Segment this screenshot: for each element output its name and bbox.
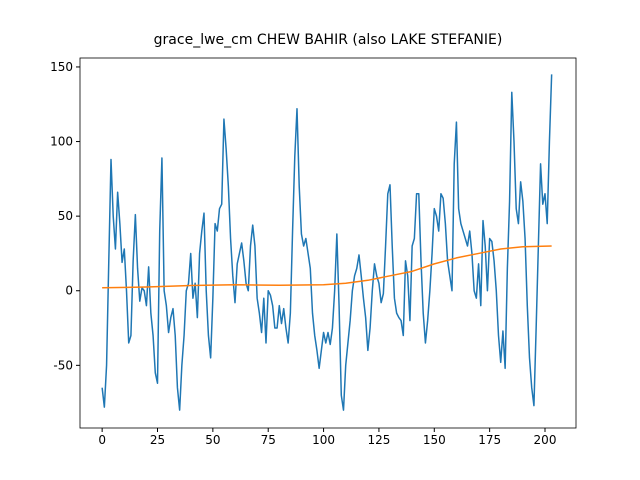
y-tick-label: 150: [50, 60, 73, 74]
x-tick-label: 75: [261, 433, 276, 447]
x-tick-label: 125: [367, 433, 390, 447]
plot-frame: [79, 57, 577, 429]
x-tick-label: 100: [312, 433, 335, 447]
x-tick-label: 25: [150, 433, 165, 447]
x-tick-label: 200: [534, 433, 557, 447]
y-tick-label: 100: [50, 135, 73, 149]
x-tick-label: 175: [478, 433, 501, 447]
y-tick-label: 50: [58, 209, 73, 223]
x-tick-label: 150: [423, 433, 446, 447]
x-tick-label: 50: [205, 433, 220, 447]
data-line: [102, 245, 552, 289]
chart-title: grace_lwe_cm CHEW BAHIR (also LAKE STEFA…: [154, 32, 503, 48]
x-tick-label: 0: [98, 433, 106, 447]
y-tick-label: -50: [53, 358, 73, 372]
data-line: [101, 74, 553, 411]
y-tick-label: 0: [65, 284, 73, 298]
